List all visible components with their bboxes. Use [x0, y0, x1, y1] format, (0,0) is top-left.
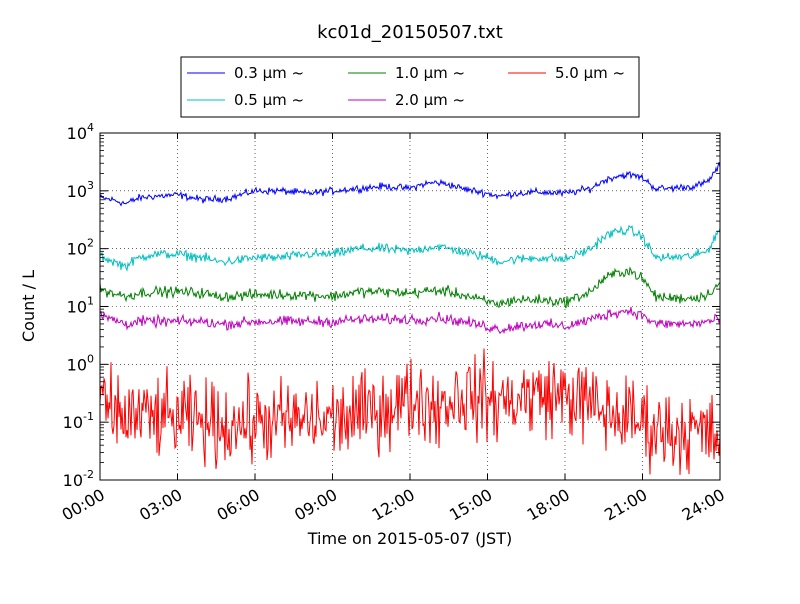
series-line-1	[99, 162, 721, 207]
x-tick-label: 24:00	[679, 485, 728, 525]
chart-title: kc01d_20150507.txt	[317, 22, 503, 43]
series-line-4	[99, 306, 721, 335]
legend: 0.3 μm ~ 0.5 μm ~ 1.0 μm ~ 2.0 μm ~ 5.0 μm ~	[180, 56, 640, 118]
x-tick-label: 06:00	[214, 485, 263, 525]
series-line-5	[99, 348, 721, 475]
y-tick-label: 100	[67, 352, 94, 374]
legend-frame	[180, 56, 640, 118]
x-tick-label: 18:00	[524, 485, 573, 525]
legend-label-1: 0.3 μm ~	[234, 64, 304, 82]
y-tick-label: 102	[67, 237, 94, 259]
legend-label-5: 5.0 μm ~	[555, 64, 625, 82]
x-tick-label: 00:00	[59, 485, 108, 525]
series-lines	[99, 162, 721, 475]
y-axis-label: Count / L	[19, 270, 38, 342]
x-axis-label: Time on 2015-05-07 (JST)	[307, 529, 512, 548]
y-tick-label: 103	[67, 179, 94, 201]
x-tick-label: 12:00	[369, 485, 418, 525]
legend-label-3: 1.0 μm ~	[395, 64, 465, 82]
y-tick-label: 10-1	[63, 410, 94, 432]
x-tick-label: 03:00	[136, 485, 185, 525]
x-tick-label: 09:00	[291, 485, 340, 525]
legend-label-4: 2.0 μm ~	[395, 91, 465, 109]
grid-lines	[100, 133, 720, 480]
legend-label-2: 0.5 μm ~	[234, 91, 304, 109]
y-tick-label: 104	[67, 121, 94, 143]
x-tick-label: 15:00	[446, 485, 495, 525]
axis-ticks: 00:00 03:00 06:00 09:00 12:00 15:00 18:00 21:00…	[59, 121, 728, 525]
x-tick-label: 21:00	[601, 485, 650, 525]
series-line-3	[99, 266, 721, 309]
series-line-2	[99, 224, 721, 272]
y-tick-label: 10-2	[63, 468, 94, 490]
y-tick-label: 101	[67, 295, 94, 317]
